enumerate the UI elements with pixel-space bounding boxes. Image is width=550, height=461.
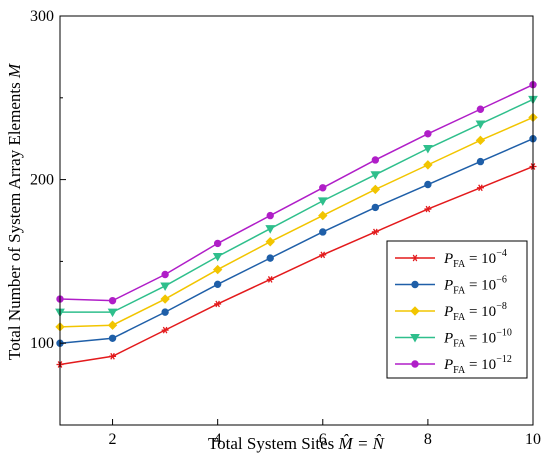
legend-entry: PFA = 10−10	[395, 328, 512, 350]
data-point	[161, 308, 169, 316]
legend-swatch-marker	[411, 360, 419, 368]
y-tick-label: 200	[30, 172, 54, 189]
data-point	[423, 145, 433, 154]
data-point	[370, 171, 381, 180]
data-point	[266, 276, 274, 283]
data-point	[265, 237, 275, 247]
data-point	[423, 160, 433, 170]
data-point	[475, 135, 486, 146]
y-tick-label: 300	[30, 8, 54, 25]
legend-swatch-marker	[411, 280, 419, 289]
legend-entry: PFA = 10−6	[395, 275, 507, 297]
y-tick-label: 100	[30, 335, 54, 352]
data-point	[424, 130, 432, 138]
data-point	[424, 205, 432, 213]
data-point	[266, 254, 274, 262]
data-point	[213, 280, 222, 289]
data-point	[265, 225, 276, 234]
legend-swatch-marker	[410, 334, 420, 343]
legend: PFA = 10−4 PFA = 10−6 PFA = 10−8 PFA = 10−1…	[386, 240, 528, 379]
data-point	[266, 211, 274, 220]
data-point	[213, 239, 222, 248]
data-point	[476, 157, 485, 166]
series-layer	[55, 81, 538, 368]
legend-entry: PFA = 10−8	[395, 301, 507, 323]
x-tick-label: 8	[424, 431, 432, 448]
series-5	[56, 81, 537, 305]
series-3	[55, 112, 538, 332]
data-point	[107, 320, 118, 330]
series-line	[59, 116, 534, 328]
data-point	[108, 296, 117, 305]
y-axis-label-text: Total Number of System Array Elements	[5, 78, 24, 360]
series-line	[59, 84, 534, 302]
x-tick-label: 4	[214, 431, 222, 448]
data-point	[212, 264, 223, 275]
data-point	[319, 184, 327, 192]
legend-label: PFA = 10−12	[443, 354, 512, 376]
legend-box	[386, 240, 528, 379]
x-tick-label: 10	[525, 431, 541, 448]
legend-entry: PFA = 10−4	[395, 248, 507, 270]
x-axis-label-text: Total System Sites	[208, 434, 339, 453]
data-point	[370, 184, 381, 195]
data-point	[107, 308, 118, 318]
data-point	[371, 156, 380, 164]
series-line	[59, 165, 534, 366]
y-axis-label-math: M	[5, 63, 24, 79]
x-axis-label-math: M̂ = N̂	[338, 434, 386, 453]
x-axis-label: Total System Sites M̂ = N̂	[208, 434, 386, 453]
legend-label: PFA = 10−10	[443, 328, 512, 350]
data-point	[160, 294, 170, 304]
data-point	[161, 270, 169, 279]
data-point	[476, 105, 485, 113]
legend-label: PFA = 10−8	[443, 301, 507, 323]
plot-frame	[59, 15, 534, 426]
data-point	[319, 228, 327, 236]
data-point	[109, 352, 117, 360]
x-tick-label: 6	[319, 431, 327, 448]
data-point	[108, 334, 117, 342]
data-point	[475, 120, 486, 129]
legend-label: PFA = 10−4	[443, 248, 507, 270]
y-axis-label: Total Number of System Array Elements M	[5, 63, 24, 360]
series-1	[56, 163, 537, 368]
series-2	[56, 135, 537, 347]
x-tick-label: 2	[109, 431, 117, 448]
data-point	[424, 180, 432, 189]
data-point	[160, 282, 170, 291]
series-line	[59, 138, 534, 344]
data-point	[318, 210, 328, 221]
data-point	[161, 326, 169, 334]
legend-entry: PFA = 10−12	[395, 354, 512, 376]
series-line	[60, 98, 534, 313]
data-point	[317, 197, 328, 206]
data-point	[212, 252, 223, 262]
data-point	[476, 184, 484, 192]
legend-swatch-marker	[411, 254, 419, 262]
legend-swatch-marker	[410, 306, 420, 316]
data-point	[214, 300, 222, 308]
axes-layer: 2 4 6 8 10 100 200 300	[30, 8, 541, 448]
data-point	[371, 203, 380, 212]
data-point	[371, 228, 379, 236]
data-point	[319, 251, 327, 259]
legend-label: PFA = 10−6	[443, 275, 507, 297]
